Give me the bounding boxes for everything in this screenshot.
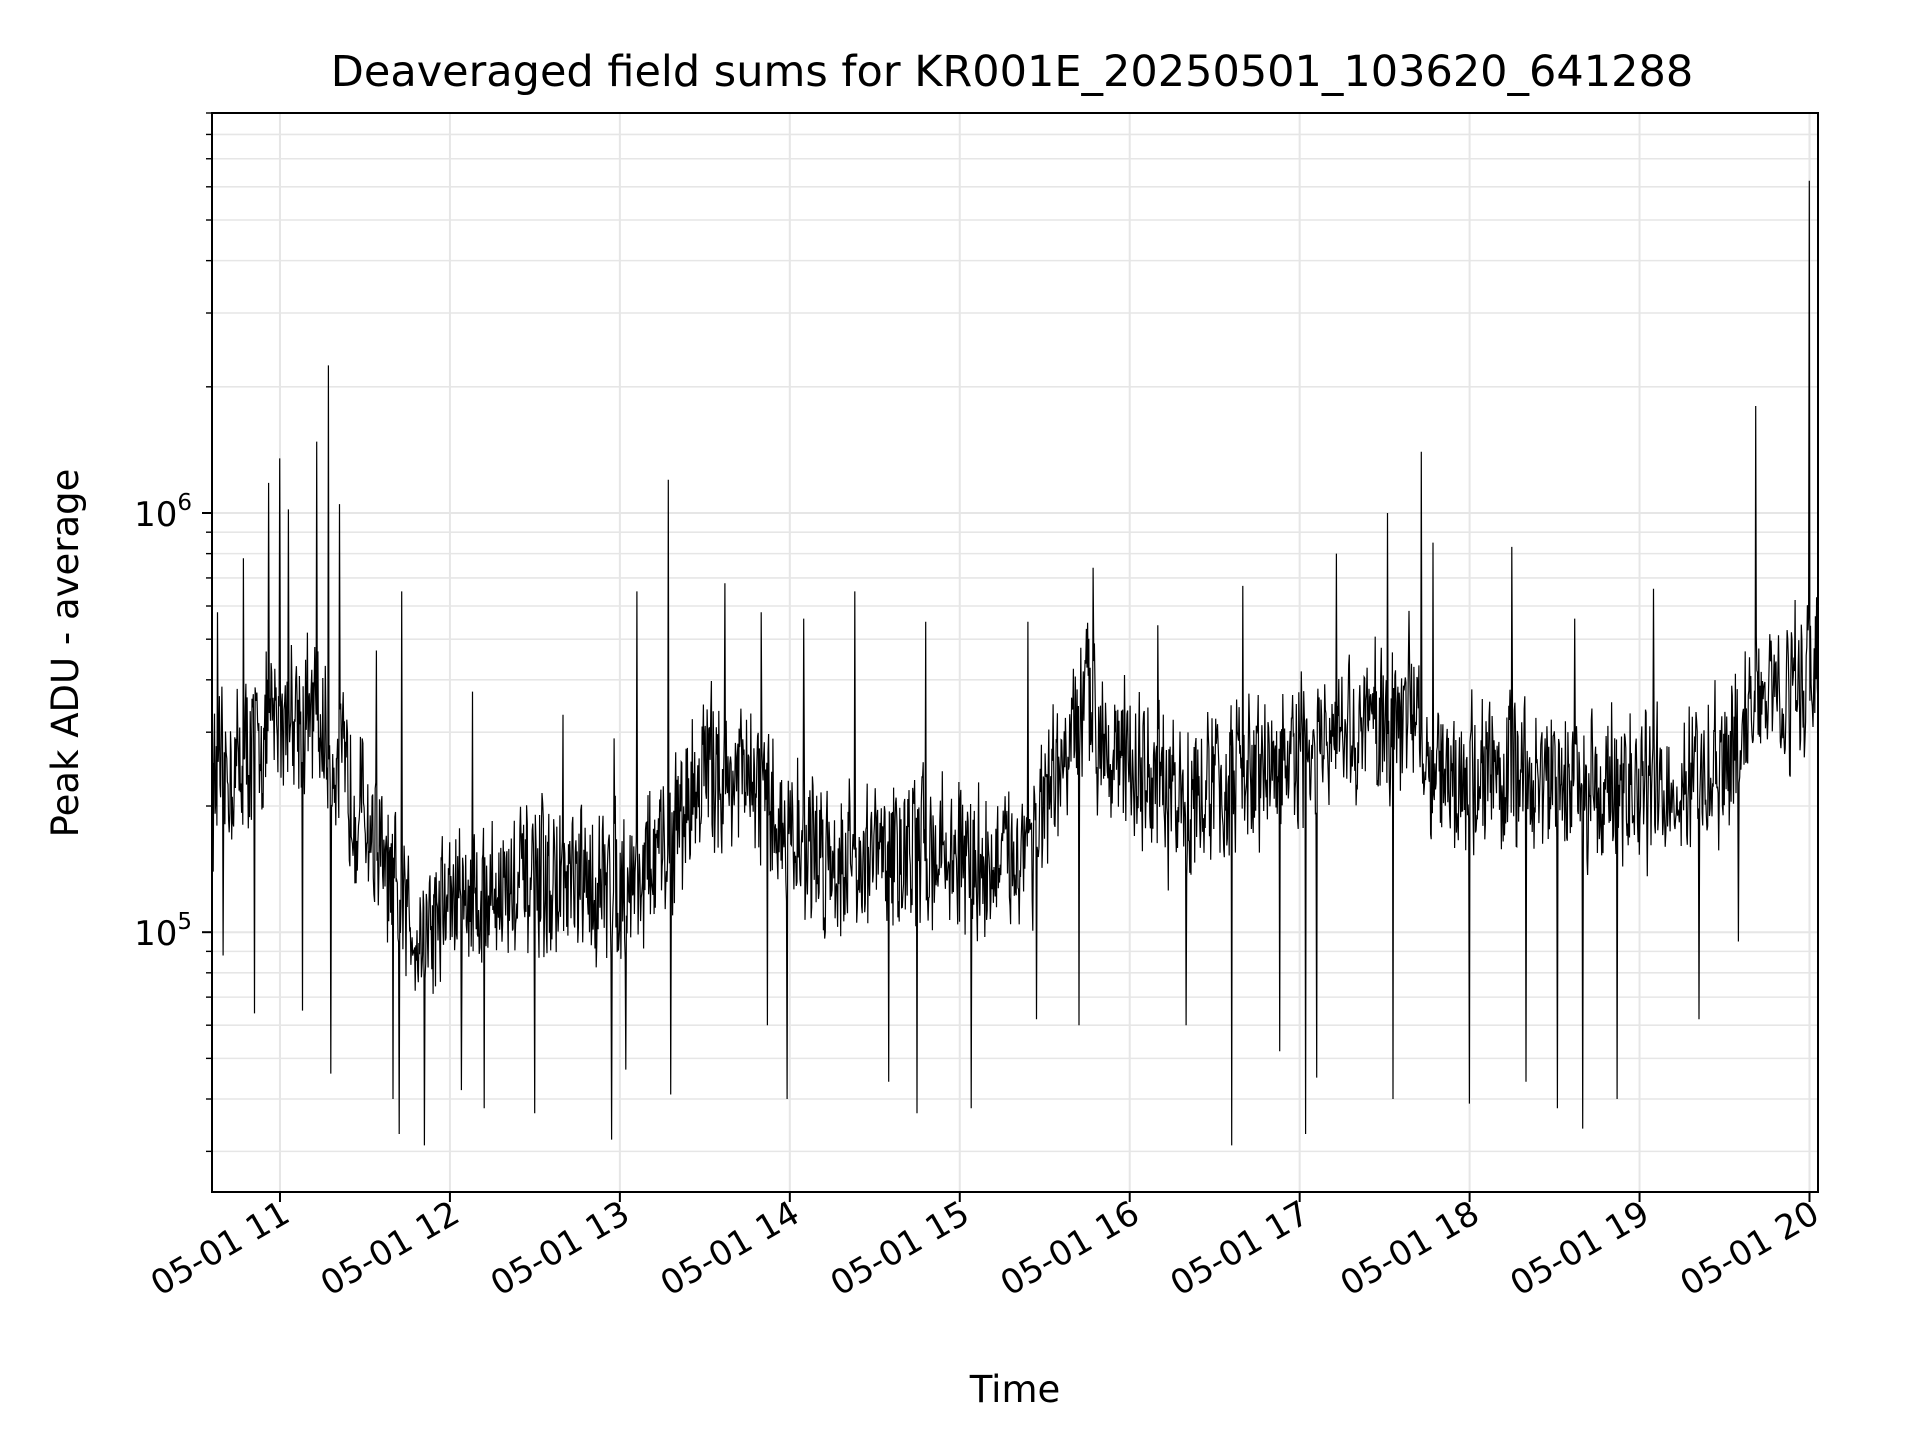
- y-tick-label: 106: [134, 490, 192, 535]
- series-group: [211, 180, 1819, 1146]
- plot-frame: [211, 112, 1819, 1193]
- grid: [212, 112, 1818, 1192]
- y-axis-label: Peak ADU - average: [44, 469, 87, 838]
- y-tick-label: 105: [134, 909, 192, 954]
- data-series-line: [211, 180, 1819, 1146]
- x-axis-label: Time: [969, 1368, 1061, 1411]
- chart-title: Deaveraged field sums for KR001E_2025050…: [331, 47, 1693, 97]
- y-axis: 105 106: [134, 112, 212, 1153]
